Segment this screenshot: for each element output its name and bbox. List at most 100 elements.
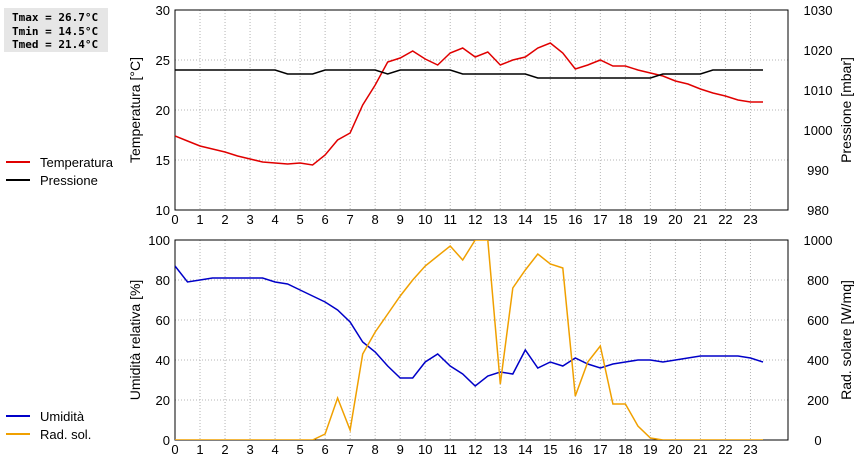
- legend-swatch-pressione: [6, 179, 30, 181]
- y-tick-label: 40: [156, 353, 170, 368]
- y-tick-label: 25: [156, 53, 170, 68]
- y2-tick-label: 1020: [804, 43, 833, 58]
- plot-frame: [174, 239, 789, 441]
- x-tick-label: 12: [468, 212, 482, 227]
- series-line-pressione: [175, 69, 763, 79]
- legend-swatch-temperatura: [6, 161, 30, 163]
- series-line-rad-sol: [175, 240, 763, 440]
- x-tick-label: 20: [668, 212, 682, 227]
- x-tick-label: 4: [271, 212, 278, 227]
- stats-box: Tmax = 26.7°C Tmin = 14.5°C Tmed = 21.4°…: [4, 8, 108, 52]
- y-tick-label: 100: [148, 233, 170, 248]
- x-tick-label: 7: [347, 212, 354, 227]
- x-tick-label: 18: [618, 442, 632, 457]
- y2-tick-label: 990: [807, 163, 829, 178]
- y-tick-label: 30: [156, 3, 170, 18]
- y2-tick-label: 1010: [804, 83, 833, 98]
- y-tick-label: 80: [156, 273, 170, 288]
- y2-axis-label: Rad. solare [W/mq]: [838, 280, 854, 400]
- legend-label-radsol: Rad. sol.: [40, 426, 92, 442]
- y2-tick-label: 980: [807, 203, 829, 218]
- x-tick-label: 19: [643, 442, 657, 457]
- y-tick-label: 0: [163, 433, 170, 448]
- y-tick-label: 15: [156, 153, 170, 168]
- x-tick-label: 17: [593, 442, 607, 457]
- x-tick-label: 18: [618, 212, 632, 227]
- y-tick-label: 60: [156, 313, 170, 328]
- series-line-umidit: [175, 265, 764, 387]
- tmax-text: Tmax = 26.7°C: [12, 11, 99, 24]
- chart-bottom: 0 1 2 3 4 5 6 7 8 9 10 11 12 13 14 15 16 17 18 19 20 21 22 2302…: [127, 233, 854, 457]
- x-tick-label: 22: [718, 442, 732, 457]
- y-tick-label: 20: [156, 103, 170, 118]
- x-tick-label: 23: [743, 212, 757, 227]
- y2-tick-label: 0: [814, 433, 821, 448]
- x-tick-label: 5: [296, 212, 303, 227]
- tmin-text: Tmin = 14.5°C: [12, 24, 99, 38]
- x-tick-label: 16: [568, 212, 582, 227]
- x-tick-label: 22: [718, 212, 732, 227]
- x-tick-label: 6: [322, 212, 329, 227]
- y2-tick-label: 1000: [804, 233, 833, 248]
- series-line-temperatura: [175, 42, 763, 166]
- y-tick-label: 10: [156, 203, 170, 218]
- x-tick-label: 13: [493, 212, 507, 227]
- legend-bottom: Umidità Rad. sol.: [6, 407, 91, 443]
- x-tick-label: 14: [518, 442, 532, 457]
- x-tick-label: 4: [271, 442, 278, 457]
- x-tick-label: 0: [171, 442, 178, 457]
- y-axis-label: Umidità relativa [%]: [127, 280, 143, 401]
- legend-item-pressione: Pressione: [6, 171, 113, 189]
- x-tick-label: 10: [418, 442, 432, 457]
- x-tick-label: 2: [221, 442, 228, 457]
- x-tick-label: 9: [397, 212, 404, 227]
- x-tick-label: 15: [543, 212, 557, 227]
- x-tick-label: 5: [296, 442, 303, 457]
- legend-label-umidita: Umidità: [40, 408, 85, 424]
- x-tick-label: 2: [221, 212, 228, 227]
- y2-tick-label: 400: [807, 353, 829, 368]
- x-tick-label: 3: [246, 212, 253, 227]
- x-tick-label: 13: [493, 442, 507, 457]
- y2-tick-label: 1000: [804, 123, 833, 138]
- x-tick-label: 1: [196, 442, 203, 457]
- x-tick-label: 14: [518, 212, 532, 227]
- y2-tick-label: 1030: [804, 3, 833, 18]
- x-tick-label: 11: [443, 212, 457, 227]
- x-tick-label: 21: [693, 442, 707, 457]
- x-tick-label: 16: [568, 442, 582, 457]
- x-tick-label: 8: [372, 442, 379, 457]
- legend-label-temperatura: Temperatura: [40, 154, 113, 170]
- x-tick-label: 11: [443, 442, 457, 457]
- y2-tick-label: 200: [807, 393, 829, 408]
- x-tick-label: 10: [418, 212, 432, 227]
- y2-tick-label: 800: [807, 273, 829, 288]
- x-tick-label: 6: [322, 442, 329, 457]
- y-axis-label: Temperatura [°C]: [127, 57, 143, 163]
- x-tick-label: 23: [743, 442, 757, 457]
- legend-swatch-radsol: [6, 433, 30, 435]
- y-tick-label: 20: [156, 393, 170, 408]
- x-tick-label: 7: [347, 442, 354, 457]
- x-tick-label: 20: [668, 442, 682, 457]
- legend-label-pressione: Pressione: [40, 172, 98, 188]
- y2-tick-label: 600: [807, 313, 829, 328]
- chart-top: 0 1 2 3 4 5 6 7 8 9 10 11 12 13 14 15 16 17 18 19 20 21 22 2310…: [127, 3, 854, 227]
- x-tick-label: 19: [643, 212, 657, 227]
- plot-frame: [174, 9, 789, 211]
- y2-axis-label: Pressione [mbar]: [838, 57, 854, 163]
- legend-item-umidita: Umidità: [6, 407, 91, 425]
- x-tick-label: 9: [397, 442, 404, 457]
- legend-item-temperatura: Temperatura: [6, 153, 113, 171]
- x-tick-label: 12: [468, 442, 482, 457]
- x-tick-label: 8: [372, 212, 379, 227]
- x-tick-label: 1: [196, 212, 203, 227]
- tmed-text: Tmed = 21.4°C: [12, 38, 99, 51]
- x-tick-label: 0: [171, 212, 178, 227]
- x-tick-label: 21: [693, 212, 707, 227]
- legend-top: Temperatura Pressione: [6, 153, 113, 189]
- legend-item-radsol: Rad. sol.: [6, 425, 91, 443]
- x-tick-label: 15: [543, 442, 557, 457]
- x-tick-label: 17: [593, 212, 607, 227]
